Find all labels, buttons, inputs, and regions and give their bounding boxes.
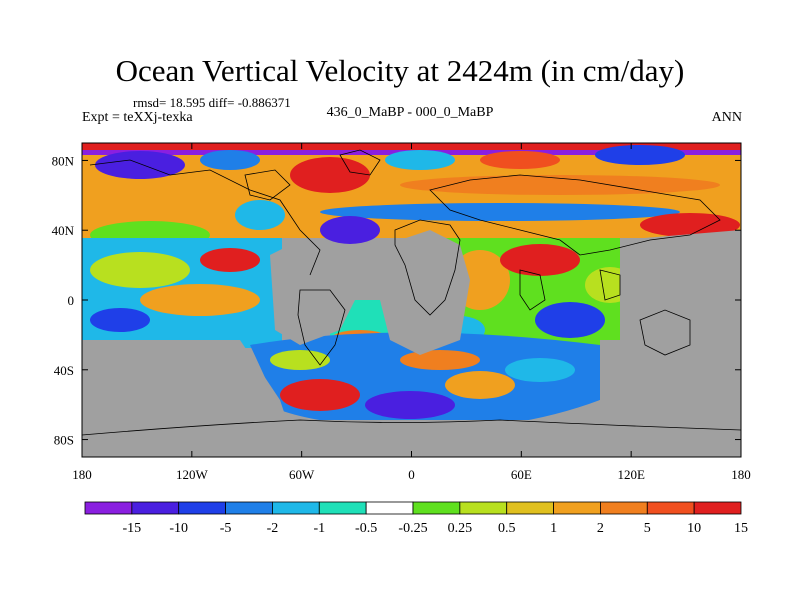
field-layer [82, 143, 741, 457]
colorbar-swatch [646, 501, 695, 515]
colorbar-swatch [412, 501, 461, 515]
field-blob [480, 151, 560, 169]
colorbar-label: -2 [267, 521, 279, 536]
field-blob [320, 216, 380, 244]
lat-label: 80S [54, 433, 74, 448]
field-blob [640, 213, 740, 237]
field-blob [445, 371, 515, 399]
field-blob [200, 150, 260, 170]
coastline-overlay [82, 149, 741, 436]
colorbar-swatch [553, 501, 601, 515]
colorbar-swatch [506, 501, 554, 515]
colorbar-label: 0.25 [448, 521, 473, 536]
field-blob [500, 244, 580, 276]
colorbar: -15 -10 -5 -2 -1 -0.5 -0.25 0.25 0.5 1 2 5 10 15 [84, 501, 748, 536]
landmass [380, 230, 470, 355]
colorbar-label: -5 [220, 521, 232, 536]
colorbar-swatch [131, 501, 180, 515]
colorbar-label: 10 [687, 521, 701, 536]
field-blob [400, 350, 480, 370]
colorbar-label: -0.25 [398, 521, 427, 536]
lon-label: 120E [617, 467, 645, 482]
field-blob [320, 203, 680, 221]
colorbar-label: 1 [550, 521, 557, 536]
colorbar-swatch [693, 501, 742, 515]
field-blob [365, 391, 455, 419]
colorbar-label: -15 [123, 521, 142, 536]
landmass [620, 230, 741, 345]
field-blob [535, 302, 605, 338]
field-blob [90, 252, 190, 288]
landmass [270, 240, 360, 345]
comparison-label: 436_0_MaBP - 000_0_MaBP [326, 105, 494, 120]
lon-label: 120W [176, 467, 209, 482]
colorbar-swatch [459, 501, 508, 515]
lon-label: 180 [72, 467, 92, 482]
colorbar-label: 15 [734, 521, 748, 536]
colorbar-label: 5 [644, 521, 651, 536]
colorbar-label: -10 [169, 521, 188, 536]
field-blob [235, 200, 285, 230]
field-blob [290, 157, 370, 193]
lon-label: 60W [289, 467, 315, 482]
lat-label: 40S [54, 363, 74, 378]
field-blob [270, 350, 330, 370]
lon-label: 60E [511, 467, 532, 482]
colorbar-label: -1 [313, 521, 325, 536]
colorbar-swatch [318, 501, 367, 515]
colorbar-swatch [178, 501, 226, 515]
colorbar-swatch [600, 501, 648, 515]
landmass [82, 420, 741, 457]
colorbar-swatch [272, 501, 320, 515]
plot-title: Ocean Vertical Velocity at 2424m (in cm/… [115, 53, 685, 88]
lon-label: 180 [731, 467, 751, 482]
colorbar-swatch [84, 501, 133, 515]
lat-label: 80N [52, 153, 75, 168]
colorbar-label: -0.5 [355, 521, 377, 536]
field-blob [595, 145, 685, 165]
colorbar-swatch [225, 501, 273, 515]
lon-axis: 180 120W 60W 0 60E 120E 180 [72, 143, 751, 482]
lat-axis: 80N 40N 0 40S 80S [52, 153, 741, 448]
season-label: ANN [711, 110, 742, 125]
field-blob [90, 308, 150, 332]
colorbar-swatch [365, 501, 414, 515]
lon-label: 0 [408, 467, 415, 482]
stats-text: rmsd= 18.595 diff= -0.886371 [133, 95, 291, 110]
field-blob [140, 284, 260, 316]
field-blob [280, 379, 360, 411]
field-blob [200, 248, 260, 272]
experiment-label: Expt = teXXj-texka [82, 110, 193, 125]
colorbar-label: 2 [597, 521, 604, 536]
field-blob [505, 358, 575, 382]
field-blob [385, 150, 455, 170]
lat-label: 40N [52, 223, 75, 238]
colorbar-label: 0.5 [498, 521, 516, 536]
lat-label: 0 [68, 293, 75, 308]
